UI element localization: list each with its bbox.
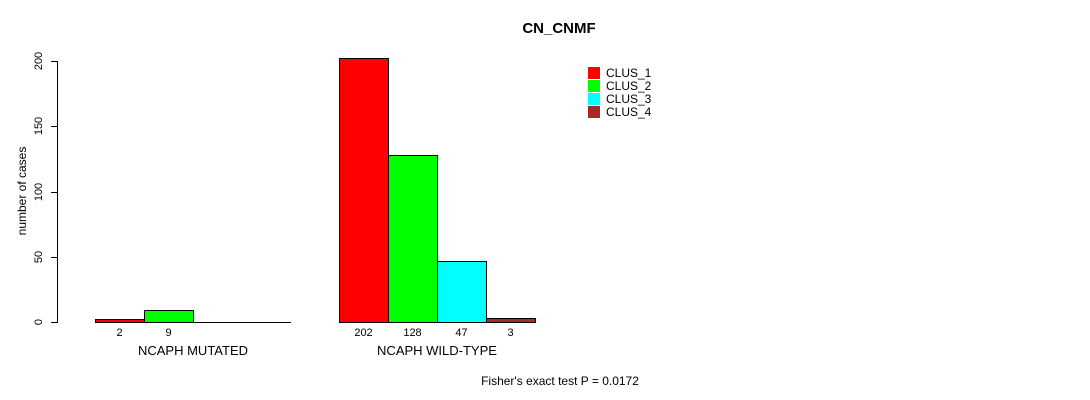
legend-item-clus_2: CLUS_2: [588, 78, 652, 93]
bar-value-label: 202: [354, 327, 373, 339]
y-axis-tick: [51, 322, 57, 323]
legend-label: CLUS_1: [606, 65, 652, 80]
bar-clus_4-group2: [486, 318, 536, 323]
y-axis-tick-label: 0: [33, 318, 45, 326]
legend-label: CLUS_3: [606, 92, 652, 107]
bar-value-label: 2: [116, 327, 123, 339]
y-axis-tick: [51, 126, 57, 127]
bar-value-label: 128: [403, 327, 422, 339]
legend-swatch-clus_3: [588, 93, 600, 106]
y-axis-tick: [51, 257, 57, 258]
y-axis-tick: [51, 192, 57, 193]
bar-value-label: 3: [507, 327, 514, 339]
bar-clus_2-group1: [144, 310, 194, 323]
y-axis-label: number of cases: [15, 146, 29, 236]
bar-value-label: 47: [455, 327, 468, 339]
legend-item-clus_3: CLUS_3: [588, 92, 652, 107]
y-axis-tick-label: 50: [33, 250, 45, 264]
legend-swatch-clus_4: [588, 106, 600, 119]
group-label-1: NCAPH MUTATED: [137, 343, 249, 358]
legend-item-clus_1: CLUS_1: [588, 65, 652, 80]
legend-item-clus_4: CLUS_4: [588, 105, 652, 120]
annotation-text: Fisher's exact test P = 0.0172: [481, 374, 639, 388]
bar-value-label: 9: [165, 327, 172, 339]
bar-clus_1-group1: [95, 319, 145, 323]
legend-label: CLUS_4: [606, 105, 652, 120]
bar-clus_3-group2: [437, 261, 487, 323]
bar-clus_1-group2: [339, 58, 389, 323]
group-label-2: NCAPH WILD-TYPE: [377, 343, 497, 358]
y-axis-tick-label: 100: [33, 182, 45, 202]
y-axis-tick-label: 200: [33, 51, 45, 71]
y-axis-line: [57, 61, 58, 323]
legend-swatch-clus_2: [588, 79, 600, 92]
bar-clus_2-group2: [388, 155, 438, 323]
y-axis-tick: [51, 61, 57, 62]
legend-swatch-clus_1: [588, 66, 600, 79]
legend-label: CLUS_2: [606, 78, 652, 93]
chart-title: CN_CNMF: [522, 20, 596, 37]
y-axis-tick-label: 150: [33, 116, 45, 136]
